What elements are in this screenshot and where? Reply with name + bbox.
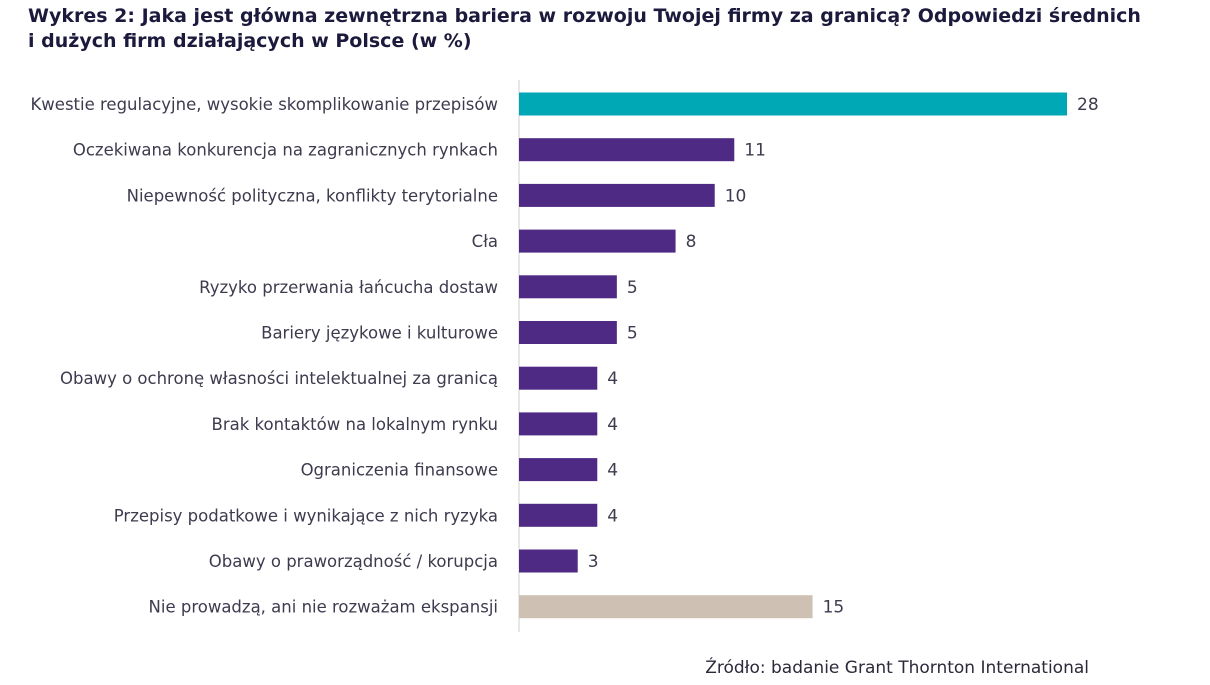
value-label: 10 bbox=[725, 186, 747, 206]
bar bbox=[519, 503, 598, 527]
bar bbox=[519, 595, 813, 619]
value-label: 3 bbox=[588, 552, 599, 572]
category-label: Brak kontaktów na lokalnym rynku bbox=[212, 415, 498, 434]
value-label: 11 bbox=[744, 141, 766, 161]
category-label: Obawy o praworządność / korupcja bbox=[209, 552, 498, 571]
value-label: 4 bbox=[607, 415, 618, 435]
bar bbox=[519, 458, 598, 482]
value-label: 4 bbox=[607, 369, 618, 389]
category-label: Ryzyko przerwania łańcucha dostaw bbox=[199, 278, 498, 297]
category-label: Ograniczenia finansowe bbox=[301, 461, 498, 480]
category-label: Przepisy podatkowe i wynikające z nich r… bbox=[114, 506, 498, 525]
category-label: Kwestie regulacyjne, wysokie skomplikowa… bbox=[30, 95, 498, 114]
value-label: 15 bbox=[823, 598, 845, 618]
category-label: Bariery językowe i kulturowe bbox=[261, 324, 498, 343]
category-label: Nie prowadzą, ani nie rozważam ekspansji bbox=[149, 598, 498, 617]
value-label: 8 bbox=[686, 232, 697, 252]
category-label: Cła bbox=[472, 232, 498, 251]
value-label: 5 bbox=[627, 324, 638, 344]
value-label: 5 bbox=[627, 278, 638, 298]
bar bbox=[519, 138, 735, 162]
bar bbox=[519, 92, 1067, 116]
category-label: Obawy o ochronę własności intelektualnej… bbox=[60, 369, 498, 388]
bar bbox=[519, 412, 598, 436]
bar bbox=[519, 549, 578, 573]
value-label: 4 bbox=[607, 461, 618, 481]
bar bbox=[519, 366, 598, 390]
bar bbox=[519, 229, 676, 253]
bar bbox=[519, 183, 715, 207]
value-label: 28 bbox=[1077, 95, 1099, 115]
bar bbox=[519, 321, 617, 344]
category-label: Oczekiwana konkurencja na zagranicznych … bbox=[73, 141, 498, 160]
source-note: Źródło: badanie Grant Thornton Internati… bbox=[705, 658, 1089, 678]
category-label: Niepewność polityczna, konflikty terytor… bbox=[127, 186, 498, 205]
value-label: 4 bbox=[607, 506, 618, 526]
chart-title: Wykres 2: Jaka jest główna zewnętrzna ba… bbox=[28, 4, 1148, 54]
chart-title-line-2: i dużych firm działających w Polsce (w %… bbox=[28, 30, 472, 52]
bar bbox=[519, 275, 617, 299]
chart-title-line-1: Wykres 2: Jaka jest główna zewnętrzna ba… bbox=[28, 5, 1141, 27]
